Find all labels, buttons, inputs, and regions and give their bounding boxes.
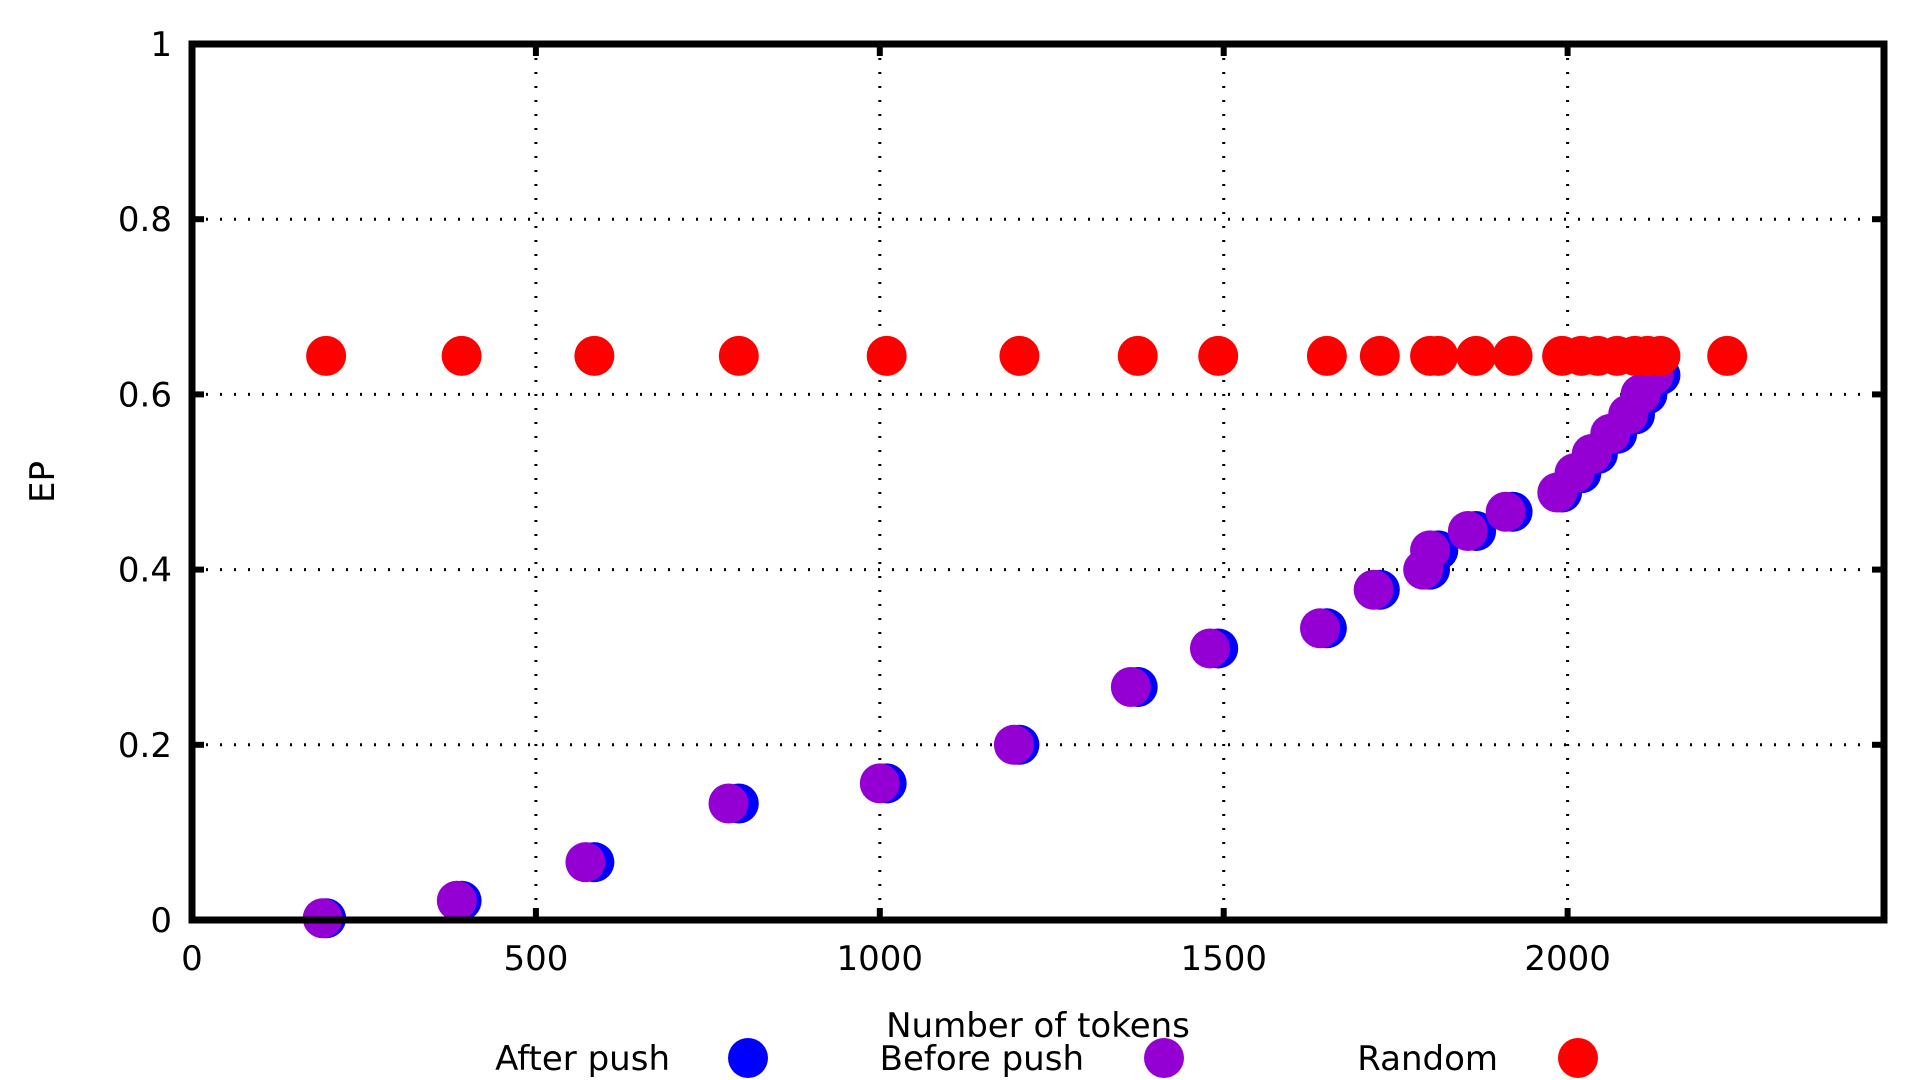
random-point [1492,335,1533,376]
random-point [1456,335,1497,376]
before-push-point [1300,608,1340,649]
legend-marker [1144,1038,1184,1078]
legend-item-random: Random [1357,1038,1598,1079]
y-tick-label: 0.2 [118,726,172,766]
before-push-point [993,724,1034,765]
random-point [1640,335,1681,376]
x-axis-title: Number of tokens [886,1006,1190,1046]
legend-item-before-push: Before push [880,1038,1184,1079]
before-push-point [708,783,749,824]
random-point [1359,335,1400,376]
y-tick-label: 0.8 [118,200,172,240]
before-push-point [436,880,477,921]
grid-lines [192,44,1884,920]
axis-ticks [189,41,1884,923]
y-tick-label: 1 [150,25,172,65]
random-point [866,335,907,376]
random-point [441,335,482,376]
before-push-point [1353,569,1394,610]
random-point [1707,335,1748,376]
y-tick-label: 0 [150,901,172,941]
y-tick-label: 0.6 [118,375,172,415]
before-push-point [1447,511,1488,552]
x-tick-label: 500 [503,939,568,979]
y-axis-title: EP [23,461,63,503]
x-tick-label: 2000 [1524,939,1611,979]
random-point [1306,335,1347,376]
before-push-point [1189,628,1230,669]
x-tick-label: 1000 [837,939,924,979]
random-point [718,335,759,376]
before-push-point [1110,666,1151,707]
y-tick-label: 0.4 [118,551,172,591]
random-point [1117,335,1158,376]
data-points [302,335,1748,939]
tick-labels: 0 500 1000 1500 2000 0 0.2 0.4 0.6 0.8 1 [118,25,1611,979]
random-point [574,335,615,376]
random-point [1198,335,1239,376]
legend-item-after-push: After push [495,1038,768,1079]
x-tick-label: 1500 [1180,939,1267,979]
before-push-point [1485,491,1526,532]
random-point [999,335,1040,376]
plot-frame [188,40,1888,924]
legend-label: After push [495,1039,670,1079]
legend: After push Before push Random [495,1038,1598,1079]
legend-label: Before push [880,1039,1084,1079]
before-push-point [565,842,606,883]
random-point [1418,335,1459,376]
before-push-point [1410,530,1451,571]
legend-marker [1558,1038,1598,1078]
before-push-point [859,763,900,804]
legend-label: Random [1357,1039,1498,1079]
legend-marker [728,1038,768,1078]
random-point [306,335,347,376]
x-tick-label: 0 [181,939,203,979]
